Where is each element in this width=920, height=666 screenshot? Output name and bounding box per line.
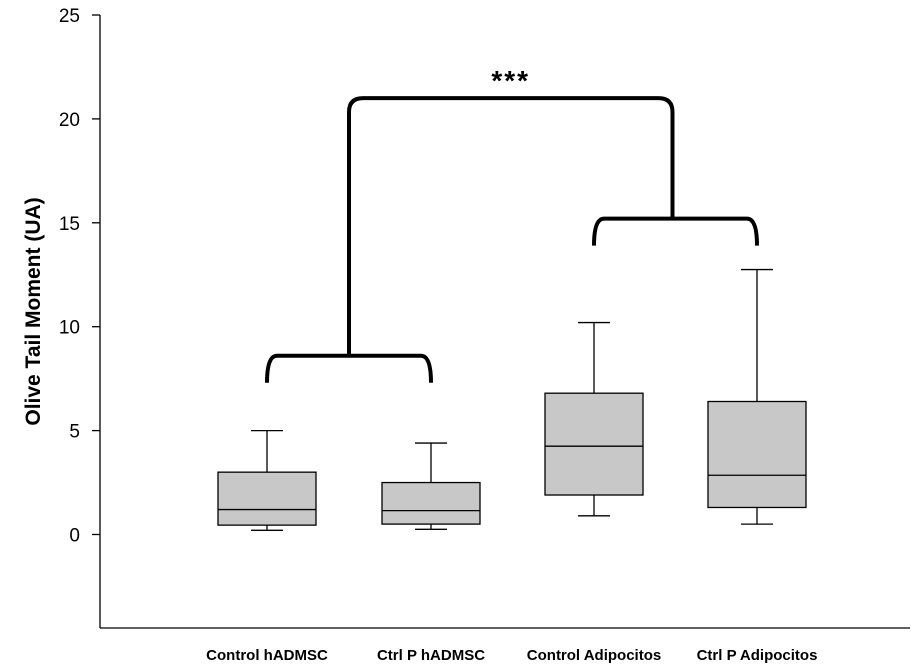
box-1 [217,429,317,531]
significance-label: *** [491,65,530,96]
x-tick-label: Ctrl P hADMSC [377,647,485,664]
box-iqr [544,392,644,496]
box-3 [544,321,644,517]
significance-brackets [265,96,759,383]
x-tick-label: Control Adipocitos [527,647,661,664]
box-2 [381,442,481,530]
y-axis-title: Olive Tail Moment (UA) [22,197,45,425]
y-tick-label: 25 [59,6,80,27]
x-tick-label: Control hADMSC [206,647,328,664]
y-tick-label: 5 [69,422,80,443]
bracket-adipocitos [592,216,759,246]
axes [99,15,910,629]
y-axis-ticks: 0 5 10 15 20 25 [59,6,100,546]
y-tick-label: 20 [59,110,80,131]
box-4 [707,268,807,525]
box-iqr [217,471,317,526]
box-iqr [707,400,807,509]
x-tick-label: Ctrl P Adipocitos [697,647,818,664]
box-iqr [381,481,481,525]
y-tick-label: 10 [59,318,80,339]
y-tick-label: 0 [69,525,80,546]
x-axis-tick-labels: Control hADMSC Ctrl P hADMSC Control Adipo… [206,647,817,664]
box-series [217,268,807,531]
bracket-top [347,96,675,356]
y-tick-label: 15 [59,214,80,235]
bracket-hadmsc [265,353,433,383]
